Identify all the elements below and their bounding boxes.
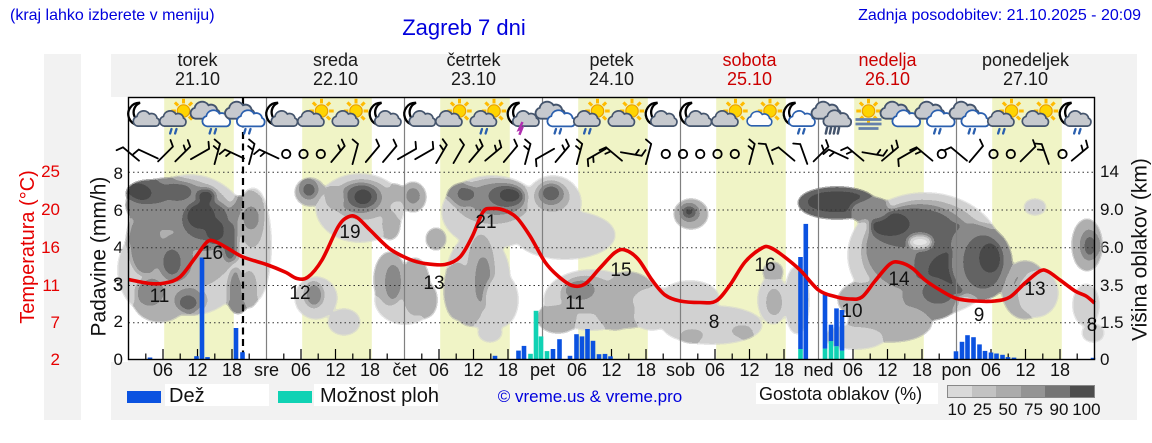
svg-text:21: 21 <box>475 212 496 233</box>
svg-text:16: 16 <box>754 255 775 276</box>
svg-text:11: 11 <box>150 286 170 307</box>
svg-text:8: 8 <box>1087 315 1098 336</box>
svg-text:9: 9 <box>974 305 985 326</box>
svg-text:3: 3 <box>113 275 124 296</box>
svg-text:15: 15 <box>610 260 631 281</box>
svg-text:19: 19 <box>339 222 360 243</box>
svg-text:16: 16 <box>202 243 223 264</box>
svg-text:10: 10 <box>841 301 862 322</box>
svg-text:14: 14 <box>888 269 910 290</box>
svg-text:13: 13 <box>423 273 444 294</box>
svg-text:12: 12 <box>289 283 310 304</box>
svg-text:13: 13 <box>1024 279 1045 300</box>
svg-text:8: 8 <box>709 312 720 333</box>
svg-text:11: 11 <box>565 293 585 314</box>
